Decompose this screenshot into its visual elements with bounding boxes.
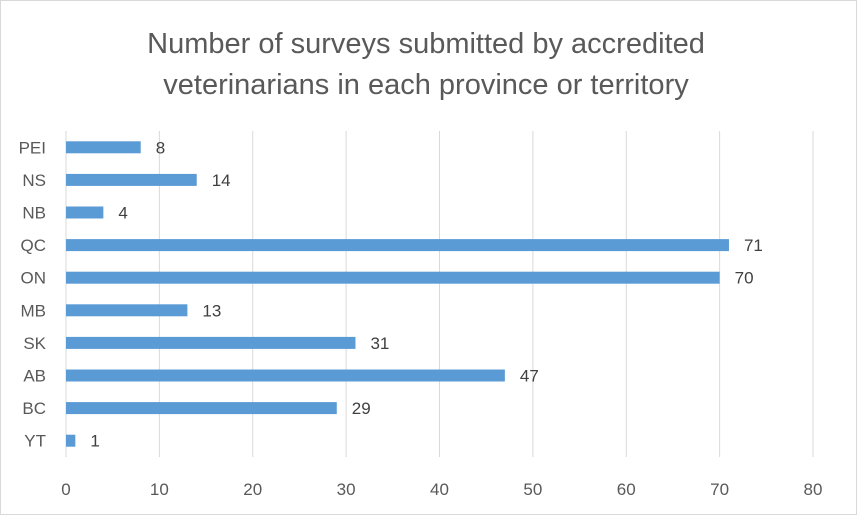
data-label: 29 [352, 399, 371, 418]
x-tick-label: 60 [617, 480, 636, 499]
category-label: SK [23, 334, 46, 353]
category-label: YT [24, 432, 46, 451]
data-label: 70 [735, 269, 754, 288]
x-tick-label: 10 [150, 480, 169, 499]
bar [66, 369, 505, 382]
category-label: AB [23, 367, 46, 386]
data-label: 4 [118, 204, 127, 223]
category-label: MB [21, 301, 47, 320]
category-label: NB [22, 204, 46, 223]
x-tick-label: 0 [61, 480, 70, 499]
bar [66, 206, 104, 219]
category-label: NS [22, 171, 46, 190]
data-label: 14 [212, 171, 231, 190]
bars [66, 141, 729, 447]
chart-title-line-1: Number of surveys submitted by accredite… [147, 28, 705, 60]
x-tick-label: 20 [243, 480, 262, 499]
bar [66, 173, 197, 186]
x-tick-labels: 0 10 20 30 40 50 60 70 80 [61, 480, 822, 499]
x-tick-label: 40 [430, 480, 449, 499]
data-label: 1 [90, 432, 99, 451]
category-label: BC [22, 399, 46, 418]
bar [66, 434, 76, 447]
data-labels: 8 14 4 71 70 13 31 47 29 1 [90, 138, 763, 450]
x-tick-label: 30 [337, 480, 356, 499]
bar [66, 336, 356, 349]
category-label: PEI [19, 138, 46, 157]
bar [66, 304, 188, 317]
data-label: 47 [520, 367, 539, 386]
bar [66, 141, 141, 154]
x-tick-label: 50 [523, 480, 542, 499]
data-label: 13 [202, 301, 221, 320]
bar [66, 271, 720, 284]
bar [66, 402, 337, 415]
bar [66, 239, 729, 252]
chart-title-line-2: veterinarians in each province or territ… [163, 69, 689, 101]
x-tick-label: 70 [710, 480, 729, 499]
category-labels: PEI NS NB QC ON MB SK AB BC YT [19, 138, 47, 450]
category-label: QC [21, 236, 47, 255]
data-label: 8 [156, 138, 165, 157]
data-label: 31 [370, 334, 389, 353]
category-label: ON [21, 269, 47, 288]
data-label: 71 [744, 236, 763, 255]
x-tick-label: 80 [804, 480, 823, 499]
